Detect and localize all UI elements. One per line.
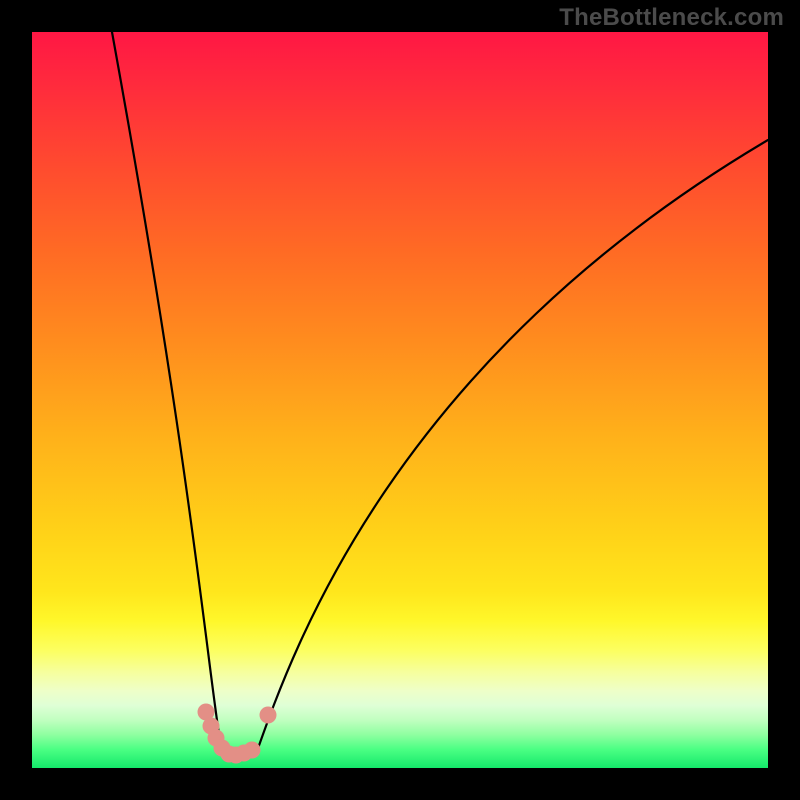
chart-container: TheBottleneck.com [0, 0, 800, 800]
plot-svg [32, 32, 768, 768]
gradient-background [32, 32, 768, 768]
watermark-text: TheBottleneck.com [559, 4, 784, 32]
curve-marker [260, 707, 277, 724]
plot-area [32, 32, 768, 768]
curve-marker [244, 742, 261, 759]
